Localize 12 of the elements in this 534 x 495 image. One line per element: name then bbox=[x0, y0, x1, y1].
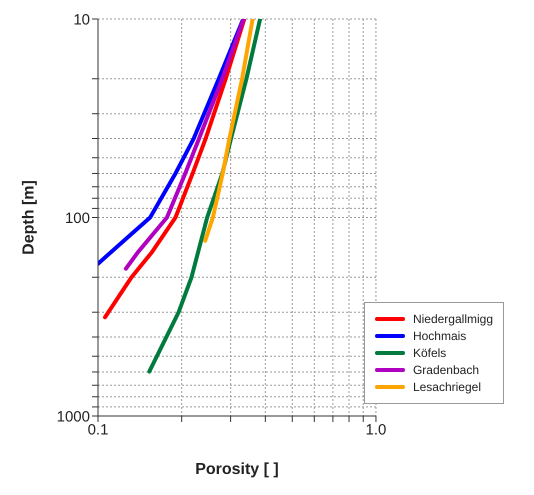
legend-label: Niedergallmigg bbox=[412, 312, 493, 326]
legend-label: Köfels bbox=[412, 346, 446, 360]
x-tick-label: 1.0 bbox=[366, 422, 386, 439]
y-axis-title: Depth [m] bbox=[20, 180, 38, 255]
y-tick-label: 100 bbox=[64, 210, 90, 227]
y-tick-label: 10 bbox=[73, 11, 90, 28]
legend-label: Gradenbach bbox=[412, 363, 479, 377]
x-axis-title: Porosity [ ] bbox=[195, 461, 279, 478]
y-tick-label: 1000 bbox=[56, 408, 90, 426]
legend-label: Lesachriegel bbox=[412, 380, 481, 394]
x-tick-label: 0.1 bbox=[88, 422, 108, 439]
legend-label: Hochmais bbox=[412, 329, 466, 343]
